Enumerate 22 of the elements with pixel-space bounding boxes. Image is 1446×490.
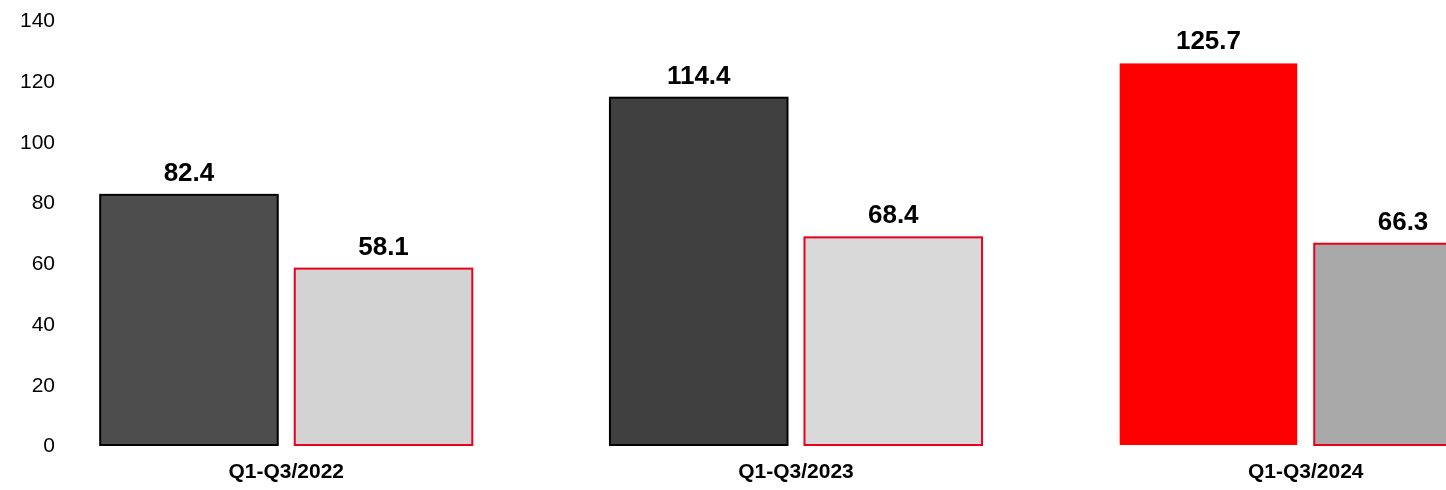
x-tick-label: Q1-Q3/2023	[738, 459, 854, 482]
y-tick-label: 20	[31, 372, 55, 396]
bar	[608, 96, 789, 446]
data-label: 114.4	[666, 59, 732, 90]
bar	[803, 236, 984, 446]
data-label: 125.7	[1175, 25, 1242, 56]
y-tick-label: 60	[31, 251, 55, 275]
bar	[1119, 63, 1298, 445]
data-label: 82.4	[163, 156, 215, 187]
data-label: 68.4	[867, 199, 920, 230]
x-tick-label: Q1-Q3/2024	[1247, 459, 1364, 482]
bar	[293, 267, 474, 446]
data-label: 58.1	[358, 230, 409, 261]
y-tick-label: 40	[31, 311, 55, 335]
y-tick-label: 0	[43, 433, 55, 457]
y-tick-label: 140	[19, 8, 55, 32]
y-tick-label: 80	[31, 190, 55, 214]
y-tick-label: 100	[19, 129, 55, 153]
data-label: 66.3	[1377, 205, 1429, 236]
x-tick-label: Q1-Q3/2022	[228, 459, 345, 482]
y-tick-label: 120	[19, 69, 55, 93]
bar	[99, 193, 279, 446]
